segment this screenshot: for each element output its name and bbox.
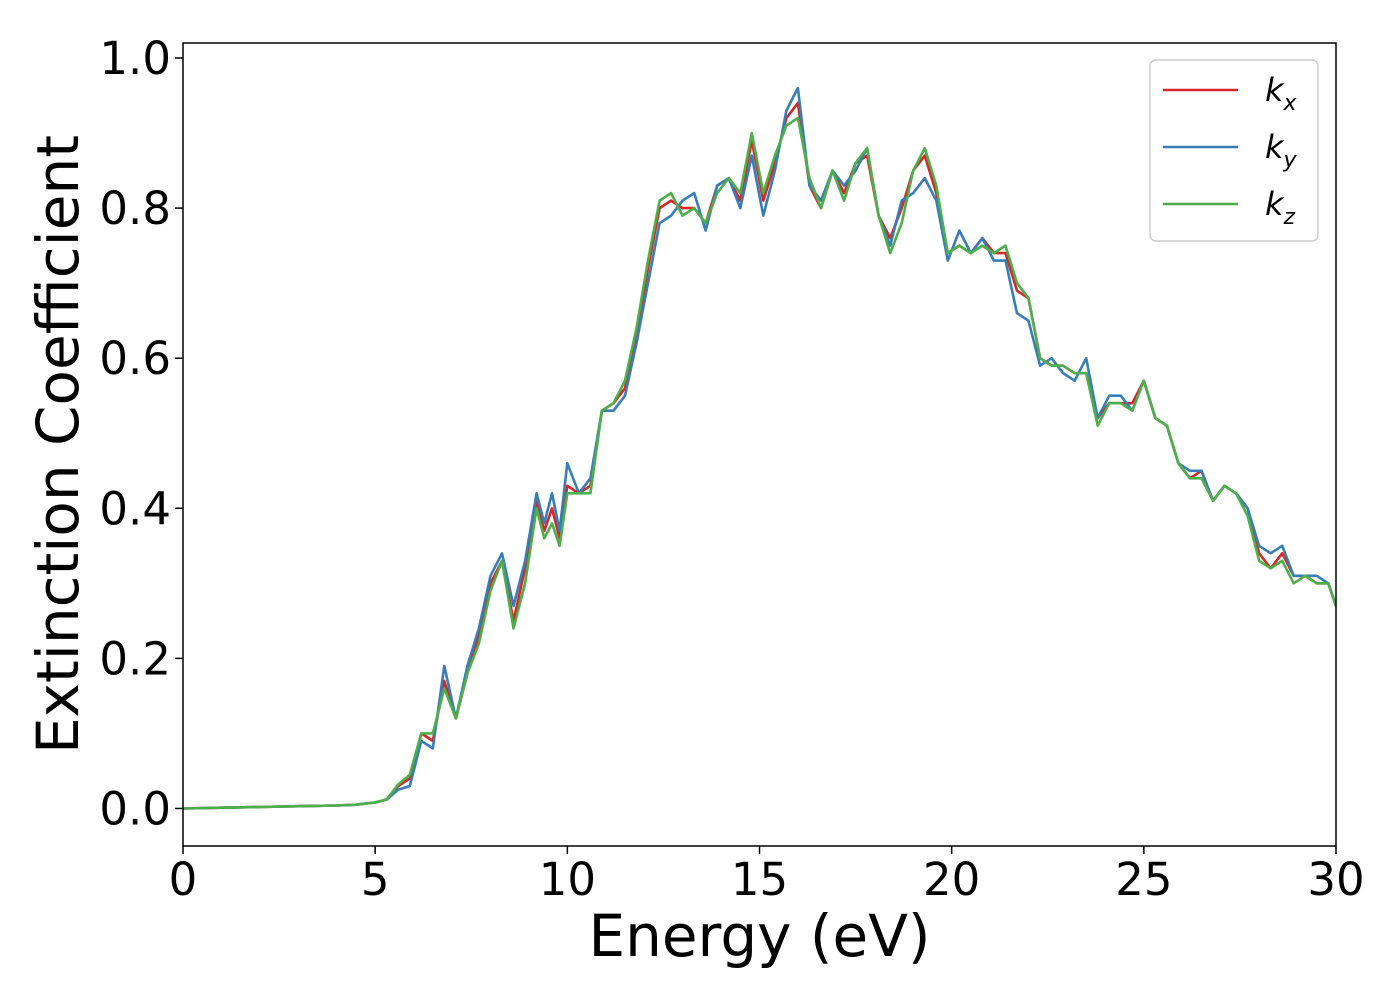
legend-label-main: k — [1265, 71, 1285, 109]
legend-box — [1149, 59, 1319, 242]
x-tick-label: 5 — [361, 853, 390, 906]
y-tick-label: 0.4 — [99, 482, 171, 535]
axis-ticks: 0 5 10 15 20 25 30 0.0 0.2 0.4 0.6 0.8 1.0 — [99, 32, 1364, 906]
y-tick-label: 0.8 — [99, 182, 171, 235]
legend-label-main: k — [1265, 185, 1285, 223]
legend-label-main: k — [1265, 128, 1285, 166]
y-tick-label: 0.2 — [99, 632, 171, 685]
series-lines — [183, 86, 1336, 810]
y-tick-label: 1.0 — [99, 32, 171, 85]
series-line-kz — [183, 116, 1336, 810]
y-tick-label: 0.0 — [99, 782, 171, 835]
y-tick-label: 0.6 — [99, 332, 171, 385]
x-tick-label: 15 — [731, 853, 788, 906]
x-tick-label: 0 — [169, 853, 198, 906]
legend-label-kz: kz — [1265, 185, 1296, 230]
x-tick-label: 25 — [1115, 853, 1172, 906]
legend-label-kx: kx — [1265, 71, 1298, 116]
x-tick-label: 10 — [539, 853, 596, 906]
x-tick-label: 20 — [923, 853, 980, 906]
x-axis-title: Energy (eV) — [588, 902, 930, 970]
x-tick-label: 30 — [1307, 853, 1364, 906]
legend-label-subscript: x — [1283, 91, 1298, 116]
legend-label-subscript: z — [1283, 205, 1296, 230]
y-axis-title: Extinction Coefficient — [24, 135, 92, 754]
legend-label-ky: ky — [1265, 128, 1298, 173]
legend-label-subscript: y — [1283, 148, 1298, 173]
